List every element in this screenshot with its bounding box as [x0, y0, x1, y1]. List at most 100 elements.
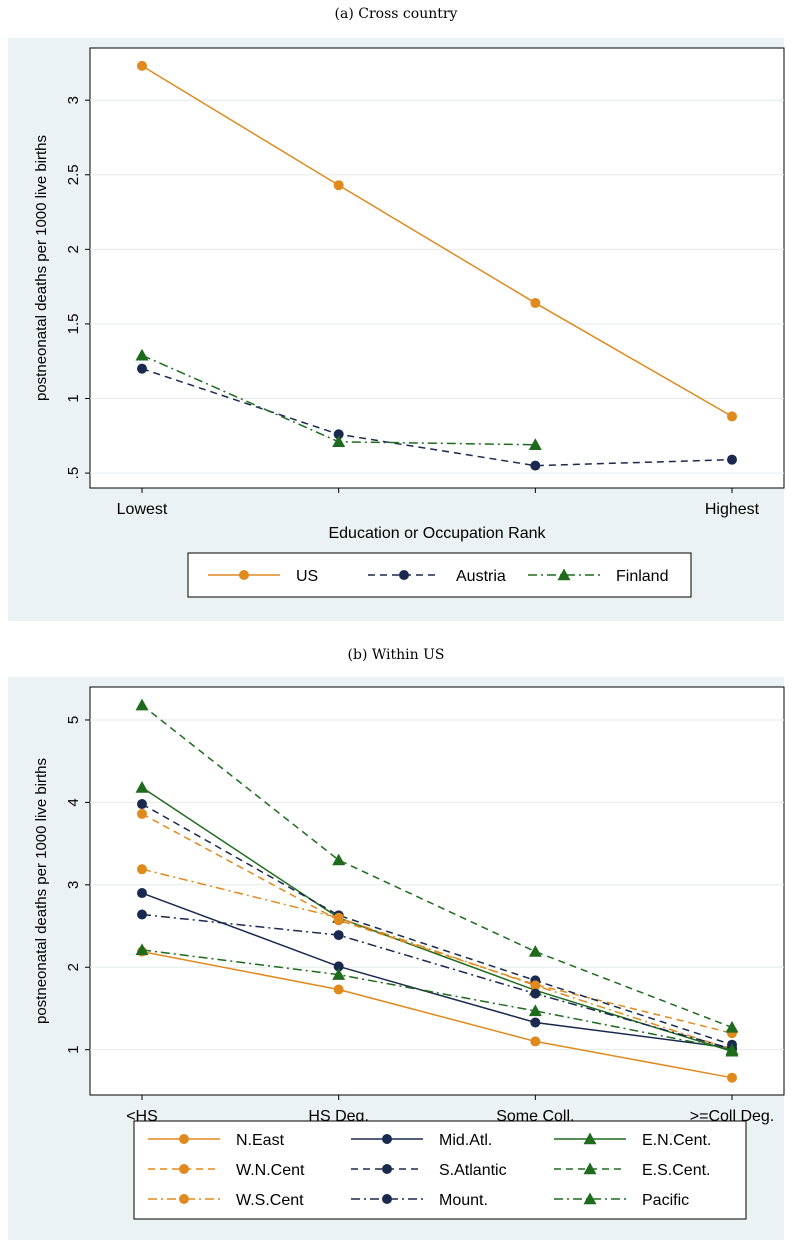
- chart-b-legend-marker: [382, 1194, 392, 1204]
- chart-b-point-e-s-cent: [528, 945, 542, 957]
- chart-a-svg: .5 1 1.5 2 2.5 3 Lowest Highest postneonatal dea…: [33, 47, 785, 598]
- chart-b-legend-marker: [179, 1164, 189, 1174]
- chart-b-line-n-east: [141, 950, 733, 1079]
- chart-a-point-finland: [135, 348, 149, 361]
- chart-a-point-austria: [137, 363, 147, 374]
- chart-b-point-w-s-cent: [137, 864, 147, 875]
- chart-a-point-austria: [333, 429, 344, 440]
- chart-a-point-austria: [530, 460, 541, 471]
- chart-a-y-axis-title: postneonatal deaths per 1000 live births: [33, 135, 50, 401]
- chart-a-line-us: [141, 65, 733, 418]
- chart-b-y-tick-label: 4: [65, 798, 82, 806]
- chart-b-legend-item-mount: Mount.: [351, 1192, 488, 1209]
- chart-a-legend: US Austria Finland: [187, 552, 692, 598]
- chart-a-y-tick-label: 1: [65, 394, 82, 402]
- chart-b-y-axis-title: postneonatal deaths per 1000 live births: [33, 758, 50, 1024]
- chart-a-line-austria: [141, 367, 733, 467]
- chart-b-point-mount: [530, 988, 541, 999]
- chart-a-legend-label: US: [296, 568, 318, 585]
- chart-a-point-us: [333, 180, 344, 191]
- chart-a-x-tick-label: Highest: [705, 501, 760, 518]
- chart-b-line-mid-atl: [141, 892, 733, 1049]
- chart-b-line-mount: [141, 913, 733, 1050]
- chart-a-legend-item-austria: Austria: [368, 568, 506, 585]
- chart-b-point-pacific: [528, 1004, 542, 1017]
- chart-b-legend-item-e-n-cent: E.N.Cent.: [554, 1132, 711, 1149]
- chart-b-point-n-east: [333, 984, 344, 995]
- chart-a-y-tick-label: 1.5: [65, 314, 82, 335]
- chart-b-line-pacific: [141, 949, 733, 1051]
- chart-b-legend-label: W.N.Cent: [236, 1162, 305, 1179]
- chart-a-panel: .5 1 1.5 2 2.5 3 Lowest Highest postneonatal dea…: [8, 38, 785, 621]
- chart-b-legend-marker: [179, 1194, 189, 1204]
- chart-b-point-e-n-cent: [135, 781, 149, 793]
- chart-a-x-tick-label: Lowest: [117, 501, 168, 518]
- chart-b-legend-marker: [583, 1132, 597, 1145]
- chart-a-point-austria: [727, 454, 737, 465]
- chart-b-point-w-s-cent: [530, 980, 541, 991]
- chart-b-series-pacific: [135, 943, 739, 1055]
- chart-b-point-mid-atl: [333, 961, 344, 972]
- chart-a-title: (a) Cross country: [334, 6, 458, 22]
- chart-a-point-finland: [332, 435, 346, 447]
- chart-b-legend-label: N.East: [236, 1132, 285, 1149]
- chart-b-legend-label: S.Atlantic: [439, 1162, 507, 1179]
- chart-b-y-tick-label: 1: [65, 1045, 82, 1053]
- chart-a-y-tick-label: 3: [65, 96, 82, 104]
- chart-b-line-s-atlantic: [141, 803, 733, 1046]
- chart-b-point-e-s-cent: [135, 698, 149, 711]
- chart-b-legend: N.East Mid.Atl. E.N.Cent. W.N.Cent S.Atlanti…: [133, 1120, 747, 1220]
- chart-b-legend-marker: [382, 1134, 392, 1144]
- chart-a-point-us: [727, 411, 737, 422]
- chart-b-legend-label: W.S.Cent: [236, 1192, 304, 1209]
- chart-a-x-axis-title: Education or Occupation Rank: [328, 525, 546, 542]
- chart-b-point-w-s-cent: [333, 912, 344, 923]
- chart-a-y-tick-label: 2: [65, 245, 82, 253]
- chart-b-point-pacific: [725, 1043, 739, 1055]
- chart-a-legend-item-us: US: [208, 568, 318, 585]
- chart-b-legend-label: E.N.Cent.: [642, 1132, 711, 1149]
- chart-b-legend-item-w-n-cent: W.N.Cent: [148, 1162, 305, 1179]
- chart-b-point-n-east: [530, 1036, 541, 1047]
- chart-b-point-w-n-cent: [137, 808, 147, 819]
- chart-b-point-n-east: [727, 1072, 737, 1083]
- chart-b-line-w-s-cent: [141, 868, 733, 1051]
- chart-a-plot-area: [89, 47, 785, 489]
- chart-b-y-tick-label: 2: [65, 963, 82, 971]
- chart-a-legend-marker: [557, 568, 571, 581]
- chart-a-legend-label: Austria: [456, 568, 506, 585]
- chart-b-legend-item-s-atlantic: S.Atlantic: [351, 1162, 507, 1179]
- chart-b-legend-label: Pacific: [642, 1192, 689, 1209]
- chart-b-point-e-s-cent: [332, 853, 346, 866]
- chart-a-series-austria: [137, 363, 737, 471]
- chart-b-legend-marker: [382, 1164, 392, 1174]
- chart-b-line-w-n-cent: [141, 813, 733, 1034]
- chart-b-legend-label: Mount.: [439, 1192, 488, 1209]
- chart-b-y-tick-label: 5: [65, 716, 82, 724]
- chart-a-point-us: [137, 60, 147, 71]
- chart-b-title: (b) Within US: [347, 647, 445, 663]
- chart-b-line-e-n-cent: [141, 786, 733, 1053]
- chart-b-legend-box: [133, 1120, 747, 1220]
- chart-b-legend-item-pacific: Pacific: [554, 1192, 689, 1209]
- chart-b-point-pacific: [135, 943, 149, 956]
- chart-b-line-e-s-cent: [141, 704, 733, 1029]
- chart-b-plot-area: [89, 686, 785, 1096]
- chart-b-point-s-atlantic: [137, 799, 147, 810]
- chart-b-series-e-s-cent: [135, 698, 739, 1033]
- chart-b-point-mount: [137, 909, 147, 920]
- chart-b-y-tick-label: 3: [65, 881, 82, 889]
- chart-a-y-tick-label: .5: [65, 467, 82, 480]
- chart-a-point-finland: [528, 438, 542, 450]
- chart-b-point-mid-atl: [530, 1017, 541, 1028]
- chart-a-legend-marker: [399, 570, 409, 580]
- chart-a-legend-item-finland: Finland: [528, 568, 668, 585]
- chart-a-series-finland: [135, 348, 542, 450]
- chart-b-point-mount: [333, 930, 344, 941]
- chart-b-legend-item-n-east: N.East: [148, 1132, 285, 1149]
- chart-b-legend-label: E.S.Cent.: [642, 1162, 710, 1179]
- chart-b-panel: 1 2 3 4 5 <HS HS Deg. Some Coll. >=Coll Deg. post…: [8, 677, 785, 1240]
- chart-b-point-e-s-cent: [725, 1020, 739, 1033]
- chart-b-point-mid-atl: [137, 888, 147, 899]
